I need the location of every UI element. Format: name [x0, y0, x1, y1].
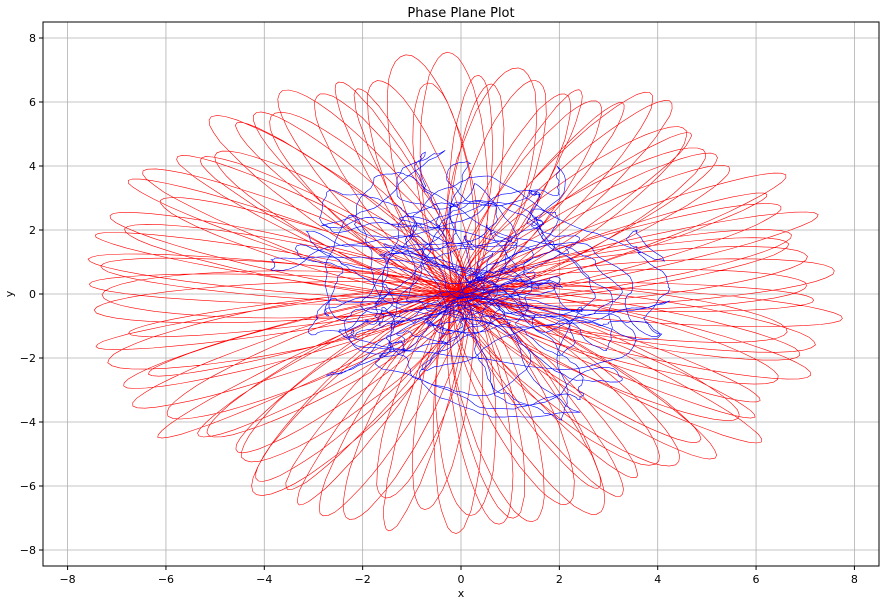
x-tick-label: 6 — [753, 573, 760, 586]
x-tick-label: 8 — [851, 573, 858, 586]
y-tick-label: 6 — [29, 96, 36, 109]
x-tick-label: −8 — [59, 573, 75, 586]
x-tick-label: −2 — [355, 573, 371, 586]
x-tick-label: 4 — [654, 573, 661, 586]
series-layer — [87, 51, 843, 534]
x-tick-label: −6 — [158, 573, 174, 586]
y-tick-label: 8 — [29, 32, 36, 45]
x-tick-label: 0 — [458, 573, 465, 586]
y-tick-label: −4 — [20, 416, 36, 429]
y-tick-label: −8 — [20, 544, 36, 557]
red-trajectory — [87, 51, 843, 534]
y-tick-label: −2 — [20, 352, 36, 365]
x-tick-label: 2 — [556, 573, 563, 586]
y-axis-label: y — [3, 290, 16, 297]
chart-title: Phase Plane Plot — [407, 6, 514, 21]
x-axis-label: x — [458, 587, 465, 600]
y-tick-label: 4 — [29, 160, 36, 173]
blue-trajectory — [270, 150, 671, 421]
y-tick-label: −6 — [20, 480, 36, 493]
y-tick-label: 2 — [29, 224, 36, 237]
y-tick-label: 0 — [29, 288, 36, 301]
x-tick-label: −4 — [256, 573, 272, 586]
plot-area — [87, 51, 843, 534]
axis-ticks: −8 −6 −4 −2 0 2 4 6 8 −8 −6 −4 −2 0 2 4 6 8 — [20, 32, 858, 586]
